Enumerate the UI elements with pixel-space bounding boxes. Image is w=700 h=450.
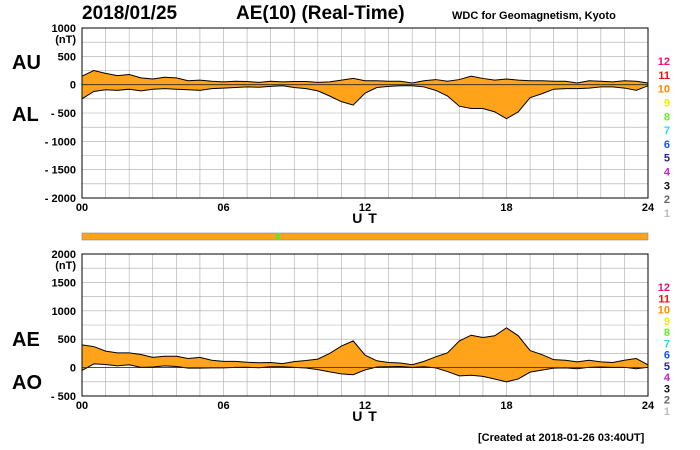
chart-title: AE(10) (Real-Time) xyxy=(236,3,405,24)
station-legend-item: 12 xyxy=(658,56,670,68)
station-legend-item: 1 xyxy=(664,406,670,418)
x-tick-label: 12 xyxy=(359,400,371,412)
y-tick-label: 500 xyxy=(58,51,76,63)
y-tick-label: 1000 xyxy=(52,23,76,35)
station-legend-item: 6 xyxy=(664,350,670,362)
source-label: WDC for Geomagnetism, Kyoto xyxy=(452,10,616,22)
y-tick-label: 500 xyxy=(58,334,76,346)
x-tick-label: 24 xyxy=(642,400,655,412)
station-legend-item: 6 xyxy=(664,139,670,151)
au-al-fill-area xyxy=(82,70,648,119)
x-axis-label: U T xyxy=(352,210,378,226)
x-tick-label: 18 xyxy=(500,400,512,412)
station-legend-item: 5 xyxy=(664,361,670,373)
station-legend-item: 4 xyxy=(664,372,671,384)
station-legend-item: 3 xyxy=(664,180,670,192)
x-axis-label: U T xyxy=(352,408,378,424)
station-legend-item: 4 xyxy=(664,167,671,179)
station-legend-item: 2 xyxy=(664,194,670,206)
y-tick-label: 1500 xyxy=(52,277,76,289)
y-axis-unit-label: (nT) xyxy=(55,34,76,46)
x-tick-label: 12 xyxy=(359,202,371,214)
y-tick-label: 2000 xyxy=(52,249,76,261)
ae-series-label: AE xyxy=(12,329,40,351)
ae-ao-fill-area xyxy=(82,327,648,382)
station-legend-item: 7 xyxy=(664,125,670,137)
y-tick-label: - 1500 xyxy=(45,165,76,177)
station-legend-item: 10 xyxy=(658,84,670,96)
ae-series-line xyxy=(81,327,649,366)
y-tick-label: - 500 xyxy=(51,391,76,403)
ao-series-line xyxy=(81,363,649,383)
station-legend-item: 8 xyxy=(664,327,670,339)
date-label: 2018/01/25 xyxy=(82,3,178,24)
station-legend-item: 9 xyxy=(664,316,670,328)
al-series-label: AL xyxy=(12,104,39,126)
station-legend-item: 1 xyxy=(664,208,670,220)
x-tick-label: 06 xyxy=(217,400,229,412)
x-tick-label: 00 xyxy=(76,202,88,214)
station-legend-item: 11 xyxy=(658,293,670,305)
y-tick-label: - 1000 xyxy=(45,136,76,148)
station-legend-item: 11 xyxy=(658,70,670,82)
au-series-label: AU xyxy=(12,52,41,74)
station-legend-item: 10 xyxy=(658,305,670,317)
y-tick-label: 1000 xyxy=(52,306,76,318)
station-legend-item: 3 xyxy=(664,383,670,395)
station-legend-item: 5 xyxy=(664,153,670,165)
station-legend-item: 12 xyxy=(658,282,670,294)
y-tick-label: 0 xyxy=(70,363,76,375)
x-tick-label: 18 xyxy=(500,202,512,214)
y-axis-unit-label: (nT) xyxy=(55,260,76,272)
created-timestamp: [Created at 2018-01-26 03:40UT] xyxy=(478,432,645,444)
au-series-line xyxy=(81,69,649,84)
status-bar-marker xyxy=(275,233,280,240)
x-tick-label: 24 xyxy=(642,202,655,214)
plot-frame xyxy=(81,253,649,397)
status-bar xyxy=(81,232,649,241)
y-tick-label: - 500 xyxy=(51,108,76,120)
x-tick-label: 06 xyxy=(217,202,229,214)
x-tick-label: 00 xyxy=(76,400,88,412)
station-legend-item: 9 xyxy=(664,97,670,109)
station-legend-item: 2 xyxy=(664,395,670,407)
y-tick-label: - 2000 xyxy=(45,193,76,205)
al-series-line xyxy=(81,85,649,120)
y-tick-label: 0 xyxy=(70,80,76,92)
ao-series-label: AO xyxy=(12,372,42,394)
station-legend-item: 8 xyxy=(664,111,670,123)
plot-frame xyxy=(81,27,649,199)
station-legend-item: 7 xyxy=(664,338,670,350)
